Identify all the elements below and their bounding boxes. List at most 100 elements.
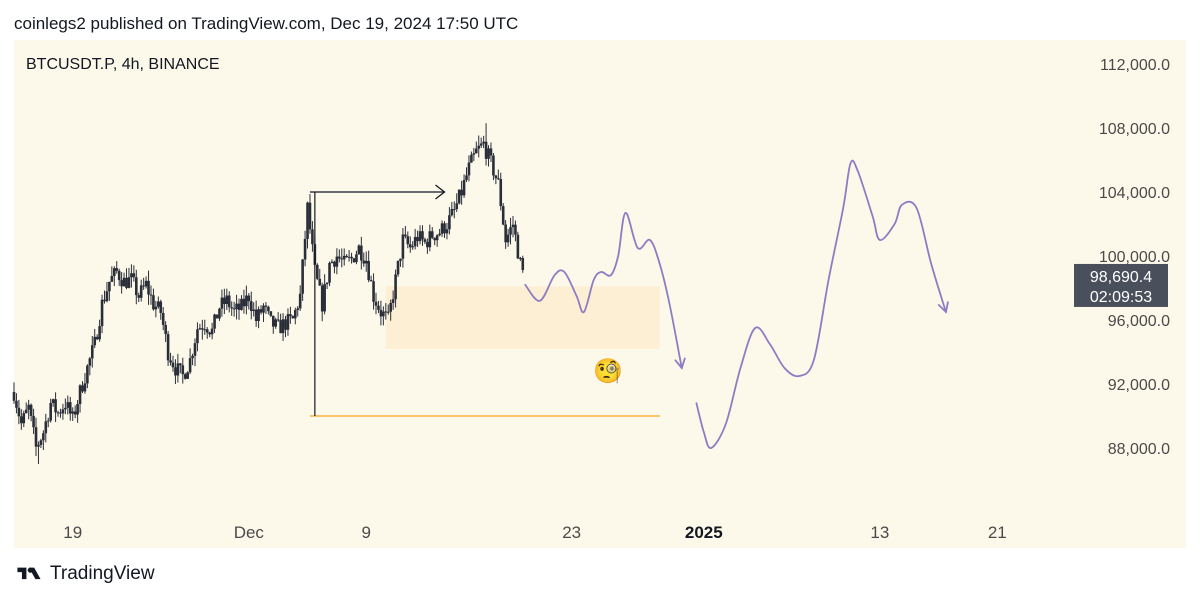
- candle-body: [164, 324, 167, 335]
- candle-body: [157, 301, 160, 307]
- candle: [450, 201, 454, 217]
- candle-body: [264, 305, 268, 307]
- candle: [103, 290, 106, 304]
- candle: [423, 237, 427, 245]
- candle-body: [482, 141, 485, 144]
- candle: [252, 302, 256, 317]
- candle: [404, 226, 407, 239]
- candle-body: [235, 303, 238, 310]
- y-tick-label: 96,000.0: [1108, 313, 1170, 330]
- candle: [399, 258, 402, 267]
- candle-body: [514, 224, 517, 235]
- candle: [267, 305, 270, 315]
- candle-body: [42, 433, 45, 441]
- candle-body: [218, 308, 221, 319]
- candle-body: [318, 278, 322, 286]
- candle-body: [284, 319, 287, 330]
- candle: [274, 317, 278, 329]
- candle: [296, 306, 300, 317]
- candle: [154, 300, 158, 318]
- candle-body: [323, 284, 326, 312]
- candle: [64, 398, 67, 415]
- candle: [193, 338, 197, 367]
- candle-body: [130, 273, 133, 278]
- candle-body: [298, 293, 302, 309]
- candle-body: [112, 268, 116, 276]
- candle-body: [497, 178, 500, 180]
- candle-body: [460, 189, 463, 196]
- candle-body: [205, 329, 209, 333]
- candle: [242, 289, 246, 314]
- x-tick-label: 9: [361, 523, 370, 542]
- candle-body: [360, 245, 363, 261]
- candle-body: [210, 328, 214, 335]
- candle: [472, 147, 476, 162]
- candle-body: [455, 203, 459, 210]
- candle: [433, 237, 437, 246]
- candle: [42, 430, 45, 451]
- candle: [340, 248, 344, 268]
- candle-body: [462, 180, 466, 196]
- candle-body: [457, 189, 461, 204]
- candle: [44, 413, 48, 443]
- candle-body: [357, 245, 361, 255]
- candle-body: [325, 282, 329, 285]
- candle-body: [198, 328, 202, 330]
- candle-body: [66, 402, 70, 408]
- candle: [435, 234, 439, 247]
- candle-body: [154, 306, 158, 310]
- candle-body: [467, 162, 471, 176]
- candle: [127, 267, 131, 289]
- candle-body: [435, 235, 439, 241]
- candle-body: [311, 229, 314, 245]
- candle: [318, 268, 322, 287]
- candle: [249, 291, 253, 320]
- candle: [157, 296, 160, 309]
- candle: [494, 174, 498, 185]
- candle: [191, 353, 194, 366]
- candle-body: [430, 231, 434, 238]
- candle: [338, 249, 341, 263]
- candle-body: [333, 261, 336, 267]
- candle-body: [377, 305, 380, 310]
- candle-body: [504, 224, 507, 243]
- candle: [120, 272, 123, 294]
- candle: [276, 312, 280, 322]
- candle-body: [220, 297, 224, 309]
- candle-body: [166, 334, 170, 361]
- candle-body: [245, 295, 248, 307]
- candle: [323, 274, 326, 315]
- candle-body: [213, 314, 216, 329]
- candle-body: [418, 231, 422, 242]
- candle-body: [49, 403, 52, 421]
- candle: [188, 348, 192, 375]
- candle: [137, 292, 141, 303]
- candle: [482, 135, 485, 149]
- candle-body: [56, 412, 60, 414]
- y-tick-label: 88,000.0: [1108, 441, 1170, 458]
- candle-body: [352, 258, 356, 263]
- candle: [174, 359, 177, 385]
- candle-body: [367, 260, 370, 281]
- candle: [411, 241, 414, 250]
- candle: [504, 220, 507, 249]
- candle: [215, 314, 219, 319]
- candle: [511, 216, 515, 238]
- candle: [316, 263, 319, 281]
- candle-body: [384, 311, 388, 313]
- candle-body: [249, 301, 253, 311]
- candle: [73, 405, 77, 419]
- candle: [210, 322, 214, 340]
- x-tick-label: 19: [63, 523, 82, 542]
- candle: [181, 357, 185, 384]
- candle: [487, 145, 490, 167]
- candle: [519, 256, 522, 262]
- candle-body: [511, 224, 515, 228]
- candle-body: [22, 413, 26, 424]
- candle: [484, 123, 488, 166]
- candle-body: [406, 236, 410, 245]
- candle: [34, 417, 38, 457]
- candle: [445, 222, 449, 240]
- candle-body: [440, 223, 444, 234]
